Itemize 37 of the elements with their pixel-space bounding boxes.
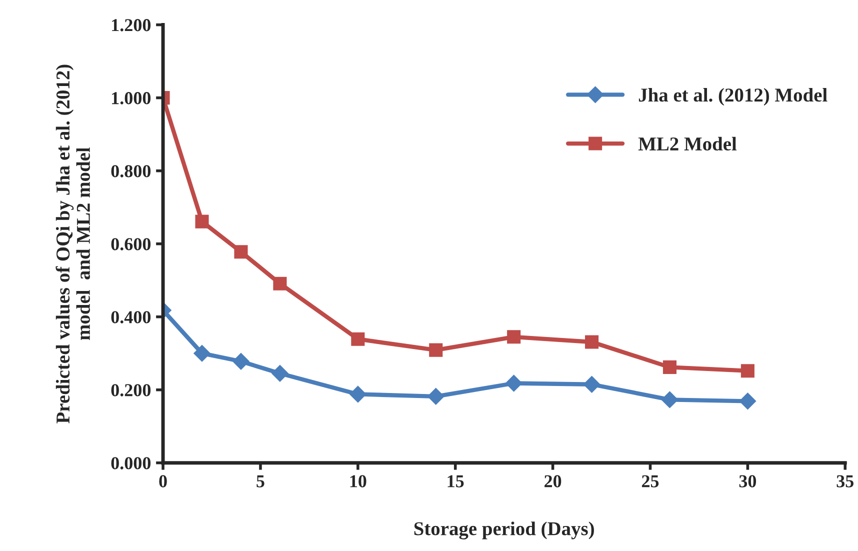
point (350, 386, 366, 403)
point (583, 376, 600, 393)
x-tick-label: 15 (448, 475, 464, 488)
point (507, 330, 521, 344)
point (662, 360, 676, 374)
x-tick-label: 5 (256, 475, 264, 488)
x-axis-title: Storage period (Days) (414, 522, 594, 540)
point (427, 388, 444, 405)
point (585, 335, 599, 349)
point (739, 392, 756, 410)
x-tick-label: 25 (642, 475, 659, 488)
legend-label: Jha et al. (2012) Model (638, 88, 828, 106)
x-tick-label: 30 (739, 475, 756, 488)
point (351, 332, 365, 346)
y-tick-label: 0.200 (111, 384, 151, 396)
point (429, 343, 443, 357)
x-tick-label: 10 (350, 475, 366, 488)
x-tick-label: 35 (836, 475, 854, 488)
point (740, 364, 754, 378)
y-tick-label: 1.200 (112, 19, 151, 32)
y-axis-title: Predicted values of OQi by Jha et al. (2012) model and ML2 model (56, 64, 90, 424)
point (232, 352, 250, 370)
point (194, 344, 210, 362)
x-tick-label: 0 (159, 475, 167, 488)
y-tick-label: 1.000 (112, 92, 151, 104)
point (234, 245, 248, 259)
y-tick-label: 0.000 (111, 457, 151, 470)
y-tick-label: 0.600 (111, 238, 151, 250)
point (195, 214, 209, 228)
point (505, 374, 522, 392)
y-tick-label: 0.400 (111, 311, 151, 324)
point (273, 276, 287, 290)
legend-label: ML2 Model (638, 136, 737, 151)
x-tick-label: 20 (544, 475, 562, 488)
point (661, 391, 678, 408)
point (272, 365, 288, 382)
y-tick-label: 0.800 (111, 165, 151, 178)
